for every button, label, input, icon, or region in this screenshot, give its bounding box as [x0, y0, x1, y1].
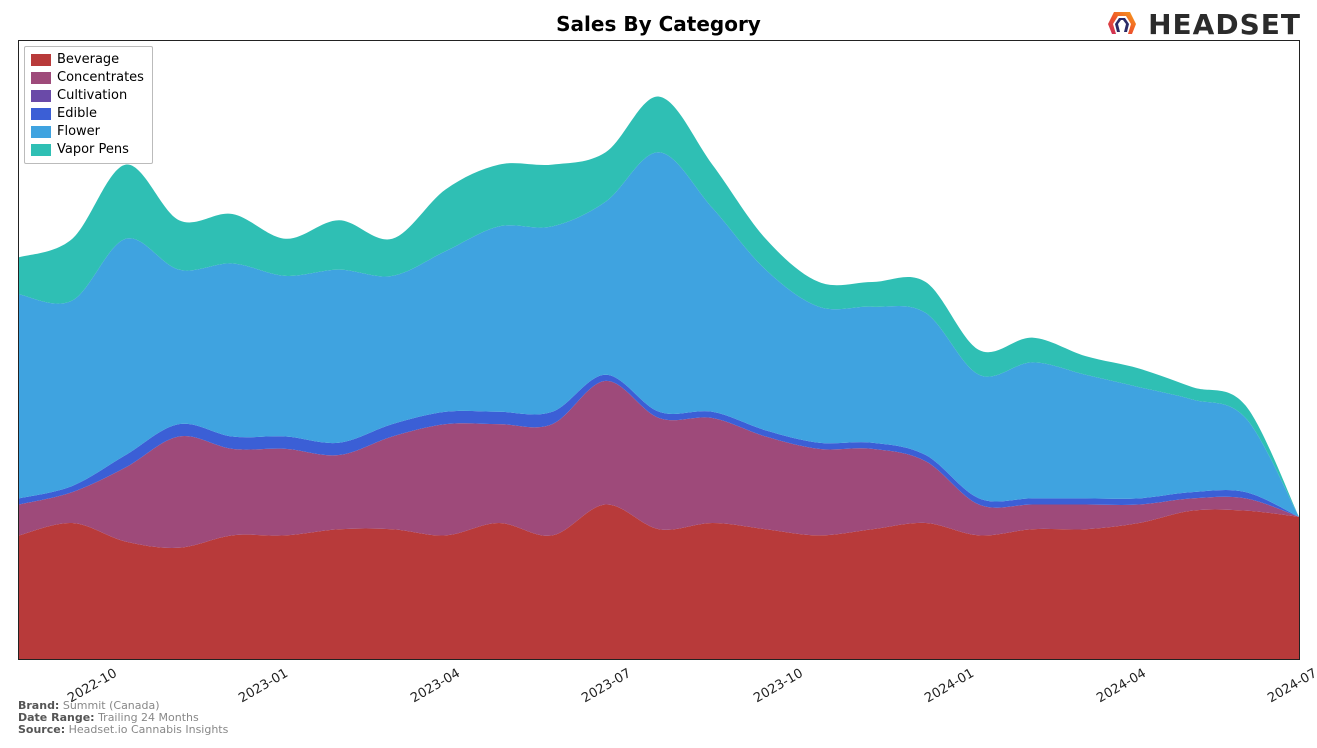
footer-source-label: Source:	[18, 723, 65, 736]
legend-swatch	[31, 126, 51, 138]
legend-label: Cultivation	[57, 87, 127, 105]
legend-item: Cultivation	[31, 87, 144, 105]
legend-label: Flower	[57, 123, 100, 141]
headset-logo-text: HEADSET	[1148, 8, 1301, 41]
chart-footer: Brand: Summit (Canada) Date Range: Trail…	[18, 700, 228, 736]
legend-swatch	[31, 144, 51, 156]
legend: BeverageConcentratesCultivationEdibleFlo…	[24, 46, 153, 164]
legend-item: Edible	[31, 105, 144, 123]
legend-swatch	[31, 72, 51, 84]
footer-source-value: Headset.io Cannabis Insights	[69, 723, 229, 736]
legend-item: Vapor Pens	[31, 141, 144, 159]
legend-label: Vapor Pens	[57, 141, 129, 159]
x-tick-label: 2023-01	[237, 666, 292, 706]
x-tick-label: 2023-10	[751, 666, 806, 706]
legend-item: Concentrates	[31, 69, 144, 87]
x-tick-label: 2024-07	[1265, 666, 1317, 706]
x-tick-label: 2023-04	[408, 666, 463, 706]
legend-item: Flower	[31, 123, 144, 141]
legend-swatch	[31, 54, 51, 66]
legend-swatch	[31, 108, 51, 120]
legend-swatch	[31, 90, 51, 102]
headset-logo: HEADSET	[1104, 6, 1301, 42]
legend-label: Edible	[57, 105, 97, 123]
chart-container: Sales By Category HEADSET BeverageConcen…	[0, 0, 1317, 748]
x-tick-label: 2024-04	[1094, 666, 1149, 706]
legend-label: Beverage	[57, 51, 119, 69]
x-tick-label: 2024-01	[922, 666, 977, 706]
headset-logo-icon	[1104, 6, 1140, 42]
legend-label: Concentrates	[57, 69, 144, 87]
legend-item: Beverage	[31, 51, 144, 69]
x-tick-label: 2023-07	[580, 666, 635, 706]
area-chart	[18, 40, 1300, 660]
